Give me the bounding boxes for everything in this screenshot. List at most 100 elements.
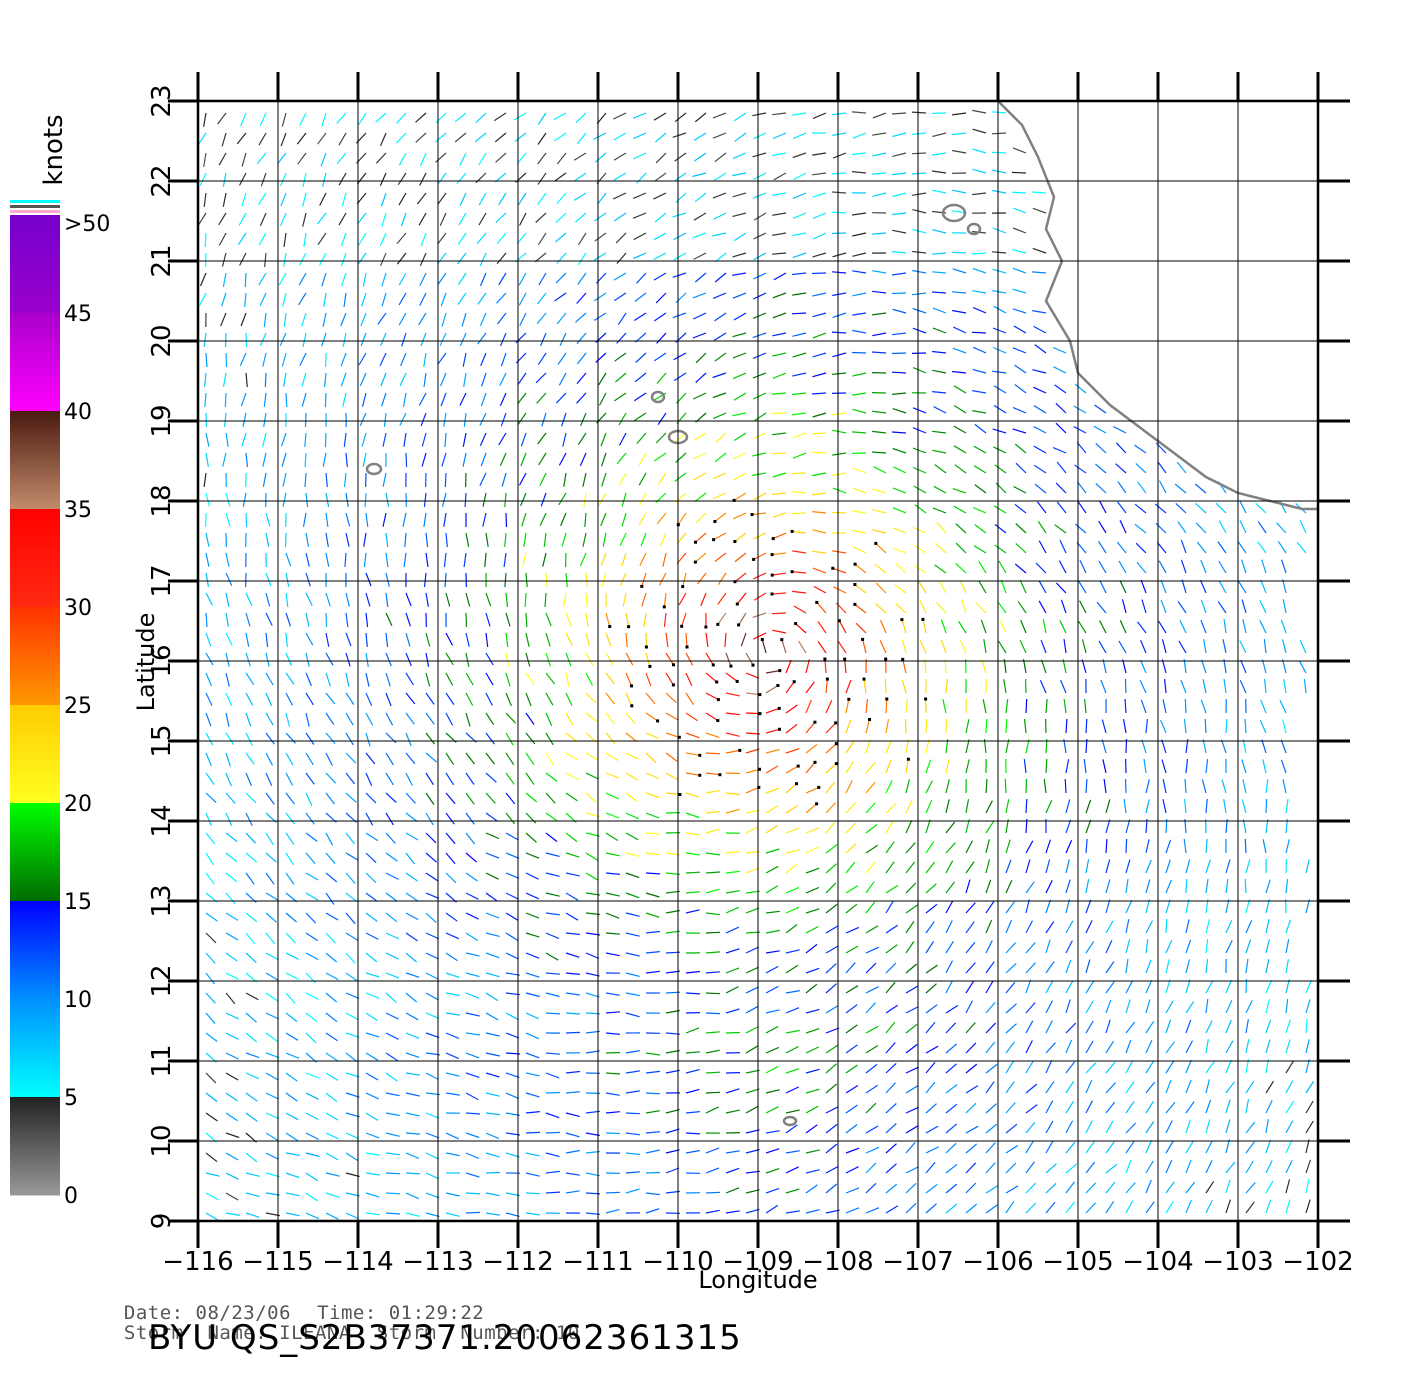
wind-vector bbox=[265, 1152, 279, 1160]
wind-vector bbox=[873, 466, 887, 474]
wind-vector bbox=[831, 232, 847, 235]
wind-vector bbox=[265, 512, 271, 527]
wind-vector bbox=[205, 552, 210, 567]
wind-vector bbox=[485, 972, 500, 978]
wind-vector bbox=[1099, 620, 1107, 634]
wind-vector bbox=[1098, 520, 1107, 534]
wind-vector bbox=[645, 1070, 660, 1074]
wind-vector bbox=[1145, 719, 1148, 734]
wind-vector bbox=[885, 1103, 897, 1114]
wind-vector bbox=[265, 572, 272, 587]
wind-vector bbox=[892, 250, 907, 254]
wind-vector bbox=[931, 271, 947, 274]
wind-vector bbox=[905, 1182, 917, 1194]
wind-vector bbox=[725, 870, 740, 874]
wind-vector bbox=[1255, 502, 1267, 514]
wind-vector bbox=[444, 472, 447, 488]
wind-vector bbox=[405, 1192, 420, 1200]
wind-vector bbox=[265, 832, 274, 846]
wind-vector bbox=[732, 252, 747, 258]
wind-vector bbox=[736, 592, 747, 605]
wind-vector bbox=[517, 372, 527, 385]
wind-vector bbox=[1145, 1121, 1155, 1134]
wind-vector bbox=[1125, 819, 1131, 834]
wind-vector bbox=[985, 1041, 996, 1054]
wind-vector bbox=[745, 1148, 760, 1154]
wind-vector bbox=[321, 332, 327, 347]
wind-vector bbox=[1240, 659, 1247, 674]
wind-vector bbox=[905, 861, 916, 874]
wind-vector bbox=[845, 1084, 859, 1094]
wind-vector bbox=[953, 385, 967, 394]
wind-vector bbox=[325, 512, 329, 527]
wind-vector bbox=[345, 632, 352, 647]
wind-vector bbox=[765, 929, 780, 934]
wind-vector bbox=[1078, 580, 1087, 594]
wind-vector bbox=[685, 632, 688, 648]
wind-vector bbox=[305, 632, 314, 646]
wind-vector bbox=[636, 272, 647, 284]
wind-vector bbox=[245, 1152, 258, 1163]
wind-vector bbox=[732, 512, 747, 520]
wind-vector bbox=[792, 571, 807, 574]
wind-vector bbox=[1005, 839, 1011, 854]
wind-vector bbox=[1077, 620, 1087, 634]
island bbox=[941, 203, 967, 223]
wind-vector bbox=[605, 892, 620, 897]
wind-vector bbox=[1158, 560, 1167, 574]
wind-vector bbox=[645, 1110, 660, 1114]
wind-vector bbox=[725, 712, 740, 716]
wind-vector bbox=[733, 432, 747, 442]
wind-vector bbox=[536, 292, 547, 305]
wind-vector bbox=[385, 532, 389, 547]
wind-vector bbox=[945, 779, 950, 794]
rain-flag bbox=[608, 625, 612, 628]
wind-vector bbox=[891, 112, 907, 115]
wind-vector bbox=[1025, 1121, 1036, 1134]
wind-vector bbox=[674, 172, 687, 182]
wind-vector bbox=[396, 232, 407, 245]
wind-vector bbox=[734, 132, 747, 142]
wind-vector bbox=[871, 451, 887, 454]
wind-vector bbox=[558, 372, 567, 386]
wind-vector bbox=[925, 940, 935, 954]
wind-vector bbox=[605, 732, 616, 744]
wind-vector bbox=[565, 832, 578, 843]
wind-vector bbox=[901, 679, 907, 694]
wind-vector bbox=[1165, 959, 1170, 974]
wind-vector bbox=[905, 1142, 916, 1154]
wind-vector bbox=[443, 552, 447, 567]
wind-vector bbox=[382, 512, 387, 527]
wind-vector bbox=[281, 352, 287, 367]
rain-flag bbox=[924, 697, 928, 701]
wind-vector bbox=[1225, 1161, 1236, 1174]
wind-vector bbox=[576, 332, 587, 345]
wind-vector bbox=[325, 1152, 339, 1161]
wind-vector bbox=[285, 992, 296, 1004]
wind-vector bbox=[265, 532, 270, 547]
wind-vector bbox=[465, 592, 471, 607]
wind-vector bbox=[558, 452, 567, 466]
wind-vector bbox=[913, 544, 927, 554]
wind-vector bbox=[485, 592, 492, 607]
wind-vector bbox=[992, 111, 1007, 114]
wind-vector bbox=[575, 112, 587, 124]
wind-vector bbox=[694, 152, 707, 162]
colorbar-label: 30 bbox=[64, 596, 92, 621]
wind-vector bbox=[585, 712, 598, 723]
wind-vector bbox=[379, 252, 387, 267]
wind-vector bbox=[1065, 819, 1072, 834]
wind-vector bbox=[365, 812, 374, 826]
wind-vector bbox=[1145, 1201, 1155, 1214]
wind-vector bbox=[498, 192, 507, 206]
wind-vector bbox=[265, 992, 278, 1002]
wind-vector bbox=[405, 1072, 420, 1076]
wind-vector bbox=[717, 592, 727, 605]
wind-vector bbox=[485, 932, 500, 937]
wind-vector bbox=[585, 872, 599, 881]
wind-vector bbox=[594, 232, 607, 242]
wind-vector bbox=[892, 272, 907, 276]
wind-vector bbox=[974, 423, 987, 434]
wind-vector bbox=[205, 1172, 220, 1177]
wind-vector bbox=[625, 872, 640, 879]
